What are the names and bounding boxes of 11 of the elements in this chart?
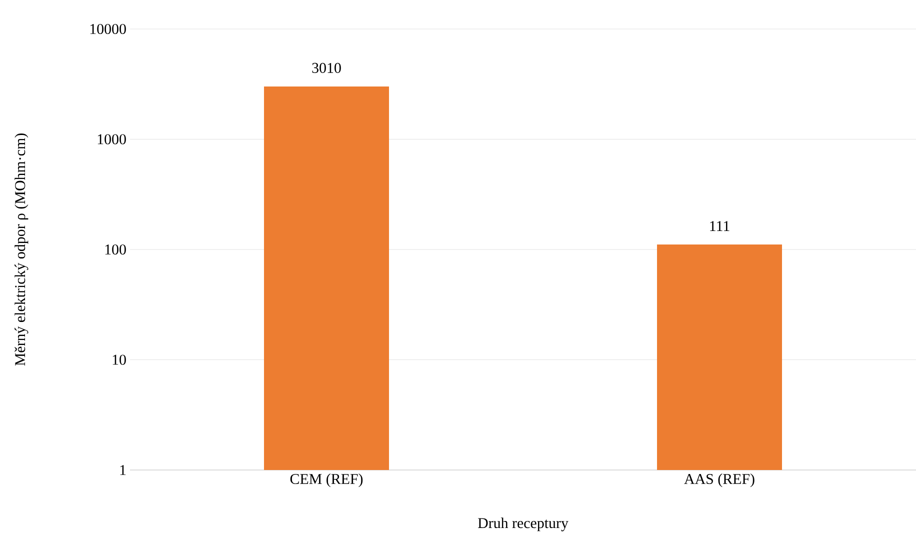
x-tick-label: AAS (REF) [684,474,754,488]
y-tick-label: 10000 [90,24,126,34]
y-tick-label: 10 [112,354,126,365]
y-tick-label: 1 [120,465,126,475]
data-label: 3010 [312,62,341,73]
x-tick-label: CEM (REF) [290,474,363,488]
y-tick-label: 1000 [98,134,126,144]
y-axis-title: Měrný elektrický odpor ρ (MOhm·cm) [14,134,28,366]
x-axis-title: Druh receptury [478,518,568,532]
data-label: 111 [710,221,730,231]
y-tick-label: 100 [105,244,126,255]
